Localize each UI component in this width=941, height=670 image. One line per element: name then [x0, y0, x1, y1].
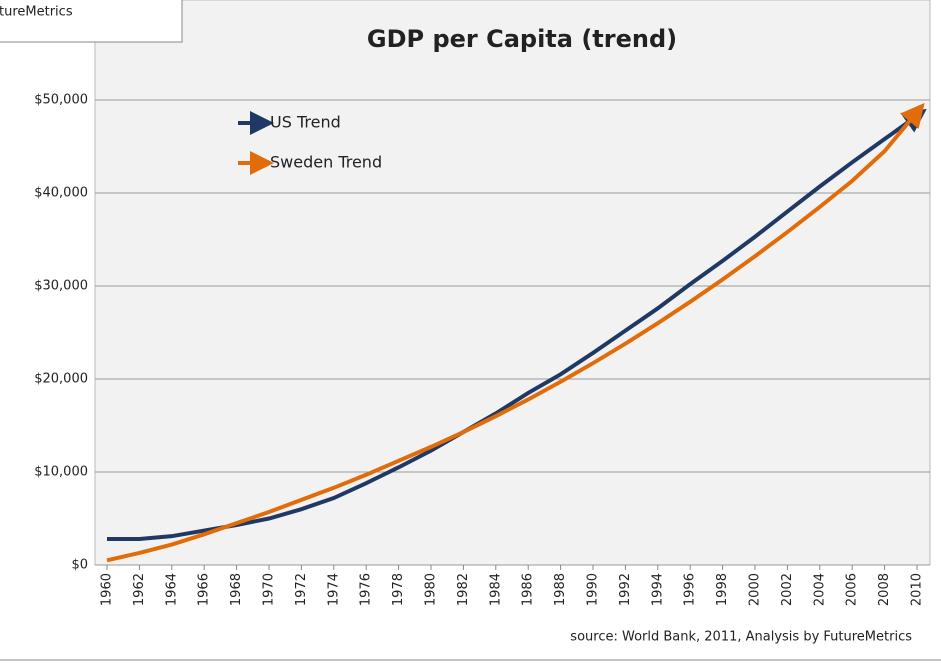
x-tick-label: 1964 [164, 573, 179, 606]
x-tick-label: 1974 [326, 573, 341, 606]
x-tick-label: 1986 [521, 573, 536, 606]
legend-label: US Trend [270, 113, 341, 132]
x-tick-label: 1988 [553, 573, 568, 606]
x-tick-label: 1966 [197, 573, 212, 606]
y-tick-label: $50,000 [34, 93, 88, 108]
x-tick-label: 1982 [456, 573, 471, 606]
y-tick-label: $30,000 [34, 279, 88, 294]
x-tick-label: 2000 [748, 573, 763, 606]
plot-area [94, 0, 931, 566]
x-tick-label: 1998 [715, 573, 730, 606]
chart-title: GDP per Capita (trend) [367, 25, 677, 53]
x-tick-label: 1960 [100, 573, 115, 606]
series-line [106, 102, 925, 563]
x-tick-label: 2002 [780, 573, 795, 606]
series-line [107, 108, 927, 541]
legend-label: Sweden Trend [270, 153, 382, 172]
watermark-box [0, 0, 183, 43]
x-tick-label: 1972 [294, 573, 309, 606]
x-tick-label: 1970 [262, 573, 277, 606]
x-tick-label: 2008 [877, 573, 892, 606]
x-tick-label: 1978 [391, 573, 406, 606]
x-tick-label: 1980 [424, 573, 439, 606]
x-tick-label: 1994 [650, 573, 665, 606]
x-tick-label: 1996 [683, 573, 698, 606]
y-tick-label: $10,000 [34, 465, 88, 480]
x-tick-label: 1984 [488, 573, 503, 606]
x-tick-label: 1968 [229, 573, 244, 606]
x-tick-label: 1990 [586, 573, 601, 606]
watermark: FutureMetrics [0, 5, 73, 20]
y-tick-label: $0 [71, 558, 88, 573]
x-tick-label: 1976 [359, 573, 374, 606]
x-tick-label: 2004 [812, 573, 827, 606]
x-tick-label: 2006 [845, 573, 860, 606]
y-tick-label: $20,000 [34, 372, 88, 387]
source: source: World Bank, 2011, Analysis by Fu… [570, 630, 912, 645]
x-tick-label: 1992 [618, 573, 633, 606]
x-tick-label: 1962 [132, 573, 147, 606]
x-tick-label: 2010 [910, 573, 925, 606]
y-tick-label: $40,000 [34, 186, 88, 201]
